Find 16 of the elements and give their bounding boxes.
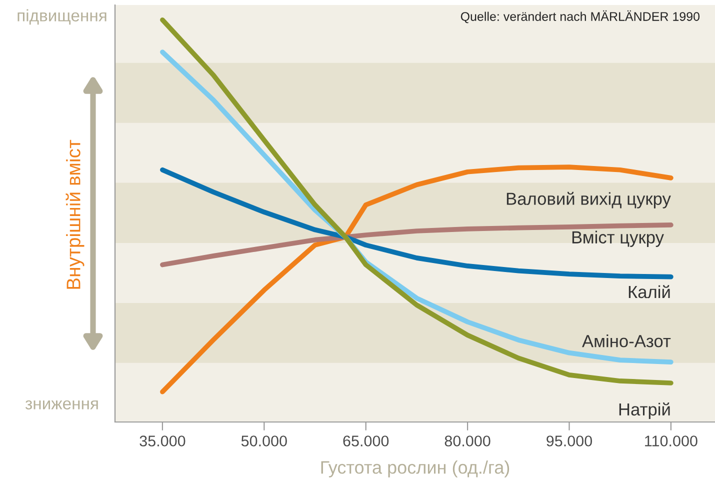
text: підвищення	[18, 9, 106, 25]
x-axis-title: Густота рослин (од./га)	[321, 460, 510, 478]
series-label: Натрій	[619, 402, 670, 420]
y-axis-title: Внутрішній вміст	[66, 140, 84, 289]
series-label: Калій	[628, 285, 670, 298]
x-tick-label: 80.000	[444, 436, 490, 446]
annotation: Quelle: verändert nach MÄRLÄNDER 1990	[460, 10, 700, 24]
text: зниження	[25, 400, 98, 410]
x-tick-label: 65.000	[343, 436, 389, 446]
series-label: Вміст цукру	[572, 230, 664, 247]
x-tick-label: 95.000	[546, 436, 592, 446]
x-tick-label: 35.000	[140, 436, 186, 446]
x-tick-label: 50.000	[241, 436, 287, 446]
series-label: Аміно-Азот	[582, 334, 671, 348]
series-label: Валовий вихід цукру	[506, 192, 671, 208]
x-tick-label: 110.000	[645, 436, 698, 446]
